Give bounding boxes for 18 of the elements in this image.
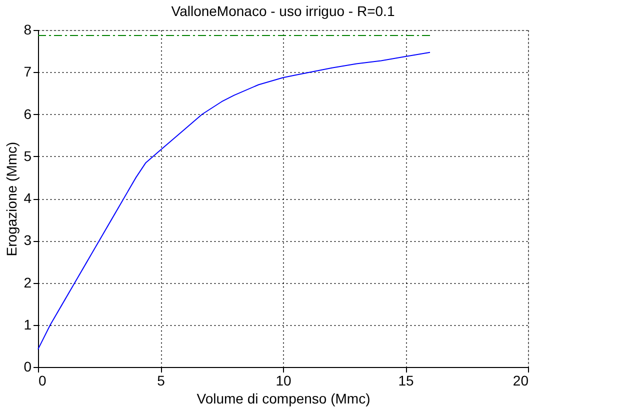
x-tick-label: 20: [512, 372, 529, 388]
y-axis-title: Erogazione (Mmc): [4, 142, 20, 256]
y-tick-label: 3: [24, 232, 32, 248]
y-tick-label: 1: [24, 316, 32, 332]
y-tick-label: 0: [24, 358, 32, 374]
y-tick-label: 5: [24, 148, 32, 164]
y-tick-label: 2: [24, 274, 32, 290]
x-tick-label: 10: [276, 372, 292, 388]
x-tick-label: 0: [38, 372, 46, 388]
y-tick-label: 4: [24, 190, 32, 206]
x-tick-label: 5: [157, 372, 166, 388]
line-series: [38, 52, 430, 350]
y-tick-label: 8: [24, 22, 32, 38]
y-tick-label: 7: [24, 64, 32, 80]
x-axis-title: Volume di compenso (Mmc): [196, 390, 370, 406]
x-tick-label: 15: [398, 372, 414, 388]
chart-title: ValloneMonaco - uso irriguo - R=0.1: [171, 3, 395, 19]
y-tick-label: 6: [24, 106, 32, 122]
